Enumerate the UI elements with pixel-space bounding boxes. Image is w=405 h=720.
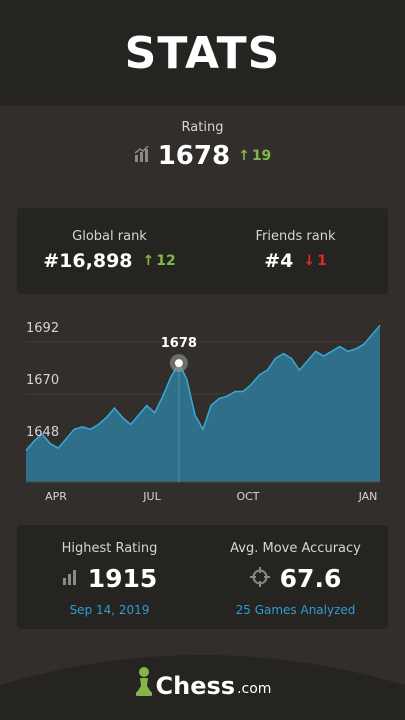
highest-rating-date-link[interactable]: Sep 14, 2019 [69, 603, 150, 617]
accuracy-label: Avg. Move Accuracy [230, 541, 361, 556]
accuracy-value: 67.6 [279, 564, 342, 593]
highlight-label: 1678 [161, 336, 197, 351]
friends-rank-label: Friends rank [255, 229, 336, 244]
arrow-down-icon: ↓ [303, 253, 316, 269]
y-tick-label: 1648 [26, 425, 59, 440]
bar-chart-icon [62, 569, 78, 589]
x-tick-label: JAN [358, 490, 378, 503]
y-tick-label: 1670 [26, 373, 59, 388]
global-rank-change: ↑ 12 [143, 253, 176, 269]
rating-change: ↑ 19 [238, 148, 271, 164]
friends-rank-value: #4 [264, 250, 294, 272]
global-rank[interactable]: Global rank #16,898 ↑ 12 [17, 208, 202, 294]
highest-rating-label: Highest Rating [61, 541, 158, 556]
rating-chart-icon [134, 145, 150, 166]
pawn-icon [134, 666, 154, 700]
friends-rank-change-value: 1 [317, 253, 327, 269]
friends-rank[interactable]: Friends rank #4 ↓ 1 [203, 208, 388, 294]
global-rank-change-value: 12 [156, 253, 176, 269]
rating-value: 1678 [157, 141, 231, 171]
footer-curve [0, 655, 405, 720]
games-analyzed-link[interactable]: 25 Games Analyzed [235, 603, 356, 617]
rating-chart-svg[interactable]: 1692 1670 1648 APR JUL OCT JAN 1678 [0, 314, 405, 514]
rating-chart[interactable]: 1692 1670 1648 APR JUL OCT JAN 1678 [0, 314, 405, 514]
rating-area [26, 325, 380, 482]
global-rank-value: #16,898 [43, 250, 133, 272]
rating-label: Rating [181, 120, 224, 135]
highlight-point[interactable] [174, 359, 183, 368]
rating-line [25, 324, 381, 451]
chess-com-logo[interactable]: Chess .com [0, 666, 405, 700]
highest-rating-value: 1915 [87, 564, 158, 593]
stats-card: Highest Rating 1915 Sep 14, 2019 Avg. Mo… [17, 525, 388, 629]
y-tick-label: 1692 [26, 321, 59, 336]
rating-change-value: 19 [251, 148, 272, 164]
rating-section: Rating 1678 ↑ 19 [0, 120, 405, 171]
friends-rank-change: ↓ 1 [303, 253, 326, 269]
x-tick-label: JUL [142, 490, 161, 503]
logo-suffix: .com [237, 681, 272, 697]
accuracy-stat: Avg. Move Accuracy 67.6 25 Games Analyze… [203, 525, 388, 629]
highest-rating-stat: Highest Rating 1915 Sep 14, 2019 [17, 525, 202, 629]
x-tick-label: APR [45, 490, 67, 503]
global-rank-label: Global rank [72, 229, 147, 244]
arrow-up-icon: ↑ [142, 253, 155, 269]
crosshair-icon [249, 566, 270, 591]
x-tick-label: OCT [236, 490, 259, 503]
page-title: STATS [124, 27, 281, 79]
header-bar: STATS [0, 0, 405, 106]
rank-card: Global rank #16,898 ↑ 12 Friends rank #4… [17, 208, 388, 294]
logo-text: Chess [155, 672, 236, 700]
arrow-up-icon: ↑ [238, 148, 250, 164]
